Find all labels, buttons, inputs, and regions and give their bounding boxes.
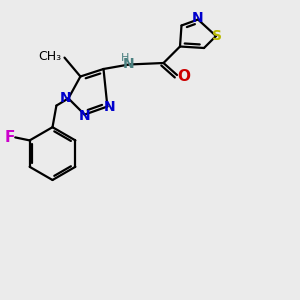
Text: N: N (104, 100, 116, 114)
Text: N: N (123, 58, 135, 71)
Text: N: N (60, 92, 72, 105)
Text: CH₃: CH₃ (38, 50, 61, 63)
Text: H: H (121, 53, 130, 63)
Text: F: F (4, 130, 15, 145)
Text: O: O (177, 69, 190, 84)
Text: N: N (79, 109, 90, 123)
Text: S: S (212, 29, 222, 43)
Text: N: N (192, 11, 204, 25)
